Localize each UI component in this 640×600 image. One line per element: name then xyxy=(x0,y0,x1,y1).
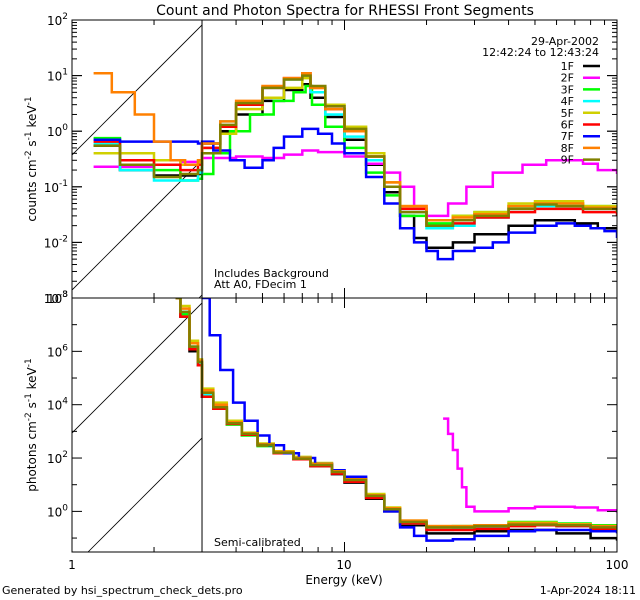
y-tick-label: 102 xyxy=(47,450,68,466)
bottom-series-group xyxy=(175,298,617,542)
top-ylabel-exp3: -1 xyxy=(24,96,34,105)
bottom-y-tick-labels: 108 106 104 102 100 xyxy=(47,290,68,519)
observation-time-range: 12:42:24 to 12:43:24 xyxy=(482,46,599,59)
hatch-line xyxy=(72,159,203,291)
legend-item-5F: 5F xyxy=(561,107,600,120)
legend-label: 4F xyxy=(561,95,574,108)
chart-title: Count and Photon Spectra for RHESSI Fron… xyxy=(156,3,534,19)
bottom-ylabel-kev: keV xyxy=(25,366,39,393)
top-ylabel-kev: keV xyxy=(25,105,39,132)
bottom-ylabel-exp2: -1 xyxy=(24,393,34,402)
x-tick-label-10: 10 xyxy=(336,558,351,572)
bottom-ylabel-exp3: -1 xyxy=(24,358,34,367)
top-series-5F xyxy=(93,76,617,222)
y-tick-label: 100 xyxy=(47,123,68,139)
legend-item-3F: 3F xyxy=(561,83,600,96)
y-tick-label: 104 xyxy=(47,397,68,413)
top-note-background: Includes Background xyxy=(214,267,329,280)
top-ylabel-main: counts cm xyxy=(25,159,39,221)
hatch-line xyxy=(72,20,73,21)
y-tick-label: 101 xyxy=(47,68,68,84)
hatch-line xyxy=(87,437,203,552)
x-axis-title: Energy (keV) xyxy=(305,573,382,587)
bottom-series-9F xyxy=(175,298,617,530)
top-series-2F xyxy=(93,149,617,218)
legend-label: 3F xyxy=(561,83,574,96)
y-tick-label: 10-1 xyxy=(44,179,68,195)
hatched-region-bottom xyxy=(72,298,203,552)
bottom-series-1F xyxy=(175,298,617,541)
legend-item-2F: 2F xyxy=(561,72,600,85)
top-series-group xyxy=(93,72,617,261)
legend-label: 2F xyxy=(561,72,574,85)
legend-label: 5F xyxy=(561,107,574,120)
legend-label: 1F xyxy=(561,60,574,73)
y-tick-label: 106 xyxy=(47,343,68,359)
y-tick-label: 10-2 xyxy=(44,234,68,250)
observation-date: 29-Apr-2002 xyxy=(531,35,599,48)
bottom-series-4F xyxy=(175,298,617,532)
legend-item-8F: 8F xyxy=(561,142,600,155)
top-y-axis-title: counts cm-2 s-1 keV-1 xyxy=(24,96,39,221)
hatch-line xyxy=(72,302,203,434)
legend-item-6F: 6F xyxy=(561,119,600,132)
footer-timestamp: 1-Apr-2024 18:11 xyxy=(540,584,636,597)
bottom-ylabel-s: s xyxy=(25,402,39,412)
hatch-line xyxy=(72,24,203,156)
legend-label: 9F xyxy=(561,154,574,167)
bottom-y-axis-title: photons cm-2 s-1 keV-1 xyxy=(24,358,39,492)
legend-item-4F: 4F xyxy=(561,95,600,108)
legend-label: 6F xyxy=(561,119,574,132)
top-series-1F xyxy=(93,82,617,250)
y-tick-label: 102 xyxy=(47,12,68,28)
bottom-ylabel-main: photons cm xyxy=(25,421,39,492)
y-tick-label: 108 xyxy=(47,290,68,306)
bottom-series-6F xyxy=(175,298,617,532)
top-note-attenuator: Att A0, FDecim 1 xyxy=(214,278,307,291)
hatch-line xyxy=(198,294,203,298)
legend-item-9F: 9F xyxy=(561,154,600,167)
legend-label: 7F xyxy=(561,130,574,143)
bottom-series-5F xyxy=(175,298,617,528)
bottom-series-2F xyxy=(443,417,617,513)
bottom-series-3F xyxy=(175,298,617,529)
top-ylabel-exp1: -2 xyxy=(24,150,34,159)
bottom-ylabel-exp1: -2 xyxy=(24,412,34,421)
x-tick-label-1: 1 xyxy=(68,558,76,572)
top-series-7F xyxy=(93,127,617,261)
footer-generated-by: Generated by hsi_spectrum_check_dets.pro xyxy=(2,584,243,597)
hatched-region-top xyxy=(72,20,203,298)
bottom-plot-frame xyxy=(71,297,618,553)
top-ylabel-s: s xyxy=(25,140,39,150)
bottom-series-7F xyxy=(202,298,617,542)
legend-item-1F: 1F xyxy=(561,60,600,73)
legend-item-7F: 7F xyxy=(561,130,600,143)
y-tick-label: 100 xyxy=(47,503,68,519)
top-ylabel-exp2: -1 xyxy=(24,131,34,140)
x-tick-label-100: 100 xyxy=(606,558,629,572)
bottom-note-semicalibrated: Semi-calibrated xyxy=(214,536,301,549)
top-series-9F xyxy=(93,74,617,227)
legend-label: 8F xyxy=(561,142,574,155)
y-tick-label: 10-3 xyxy=(44,290,68,306)
axis-ticks xyxy=(71,19,618,552)
bottom-series-8F xyxy=(175,298,617,529)
top-y-tick-labels: 102 101 100 10-1 10-2 10-3 xyxy=(44,12,69,306)
